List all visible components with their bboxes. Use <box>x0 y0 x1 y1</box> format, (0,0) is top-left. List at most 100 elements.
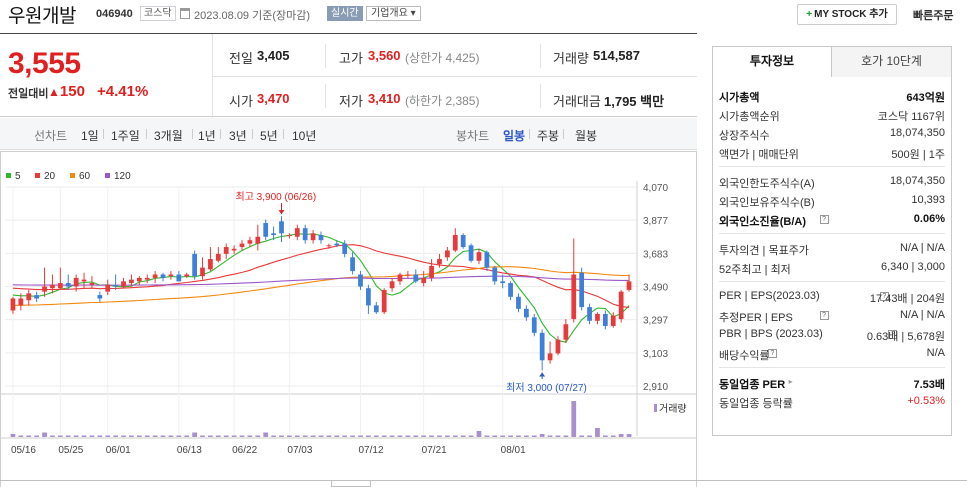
info-row-value: 7.53배 <box>913 379 945 391</box>
help-icon[interactable]: ? <box>768 349 777 358</box>
candle-body <box>176 274 182 282</box>
volume-bar <box>18 435 24 437</box>
volume-bar <box>508 435 513 437</box>
volume-bar <box>445 435 450 437</box>
volume-bar <box>460 435 466 437</box>
candle-chart-label: 봉차트 <box>456 129 490 143</box>
info-row-label: 상장주식수 <box>719 130 770 142</box>
volume-legend-swatch <box>654 404 657 412</box>
high-value: 3,560 <box>368 48 401 63</box>
period-5y[interactable]: 5년 <box>260 129 278 143</box>
volume-bar <box>626 434 632 437</box>
candle-body <box>152 274 158 278</box>
volume-bar <box>381 435 387 437</box>
price-chart[interactable]: 5 20 60 120 4,070 3,877 3,683 3,490 3,297 3,103 2,… <box>0 151 697 487</box>
x-tick-label: 06/22 <box>232 445 257 456</box>
line-chart-label: 선차트 <box>34 129 68 143</box>
upper-limit: (상한가 4,425) <box>405 51 480 65</box>
info-row: 외국인한도주식수(A) 18,074,350 <box>719 173 945 191</box>
candle-body <box>429 265 434 278</box>
candle-body <box>381 289 387 313</box>
candle-body <box>350 257 355 272</box>
info-row-value: 18,074,350 <box>889 127 945 139</box>
candle-body <box>468 245 474 261</box>
volume-bar <box>255 435 261 437</box>
candle-body <box>452 235 458 251</box>
volume-bar <box>152 435 158 437</box>
tab-investment-info[interactable]: 투자정보 <box>713 47 831 77</box>
x-tick-label: 05/16 <box>11 445 36 456</box>
info-row-label: 외국인한도주식수(A) <box>719 178 815 190</box>
quick-order-link[interactable]: 빠른주문 <box>913 10 954 22</box>
volume-bar <box>302 435 308 437</box>
high-label: 고가 <box>339 51 363 66</box>
candle-body <box>318 235 324 241</box>
period-1d[interactable]: 1일 <box>81 129 99 143</box>
volume-bar <box>231 435 237 437</box>
side-divider <box>719 233 945 234</box>
candle-body <box>200 267 205 277</box>
info-row: 액면가 | 매매단위 500원 | 1주 <box>719 144 945 162</box>
period-1w[interactable]: 1주일 <box>111 129 140 143</box>
x-tick-label: 06/01 <box>106 445 131 456</box>
volume-bar <box>121 435 126 437</box>
candle-body <box>81 279 87 282</box>
help-icon[interactable]: ? <box>819 311 829 320</box>
period-3m[interactable]: 3개월 <box>154 129 183 143</box>
candle-body <box>445 250 450 258</box>
info-row-label: 시가총액순위 <box>719 111 780 123</box>
volume-bar <box>516 435 521 437</box>
diff-percent: +4.41% <box>97 83 149 100</box>
volume-bar <box>437 435 442 437</box>
info-row-label: PER | EPS(2023.03) <box>719 290 820 302</box>
min-price-label: 최저 3,000 (07/27) <box>506 382 587 394</box>
x-tick-label: 07/03 <box>287 445 312 456</box>
volume-bar <box>192 432 197 437</box>
candle-body <box>579 272 585 308</box>
candle-body <box>342 243 348 254</box>
candle-body <box>18 298 24 306</box>
amount-value: 1,795 백만 <box>604 94 665 109</box>
company-info-dropdown[interactable]: 기업개요 ▾ <box>366 6 421 21</box>
candle-body <box>26 293 32 301</box>
y-tick-label: 3,490 <box>643 283 668 294</box>
candle-body <box>255 236 261 244</box>
period-3y[interactable]: 3년 <box>229 129 247 143</box>
volume-label: 거래량 <box>553 51 589 66</box>
realtime-button[interactable]: 실시간 <box>327 6 363 21</box>
stock-name: 우원개발 <box>8 6 76 27</box>
info-row: 52주최고 | 최저 6,340 | 3,000 <box>719 259 945 277</box>
volume-bar <box>602 435 608 437</box>
candle-body <box>610 315 616 326</box>
candle-body <box>144 277 150 280</box>
collapse-tab[interactable] <box>331 481 371 487</box>
candle-body <box>500 281 506 284</box>
volume-bar <box>34 435 40 437</box>
candle-body <box>571 274 577 320</box>
candle-monthly[interactable]: 월봉 <box>575 129 598 143</box>
candle-body <box>595 313 600 321</box>
candle-body <box>129 279 134 284</box>
candle-weekly[interactable]: 주봉 <box>537 129 560 143</box>
candle-body <box>389 281 395 289</box>
help-icon[interactable]: ? <box>819 215 829 224</box>
investment-info-panel: 투자정보 호가 10단계 시가총액 643억원 시가총액순위 코스닥 1167위 상장주… <box>712 46 952 436</box>
info-row-label: 동일업종 등락률 <box>719 398 793 410</box>
period-10y[interactable]: 10년 <box>292 129 317 143</box>
period-1y[interactable]: 1년 <box>198 129 216 143</box>
info-row: 시가총액 643억원 <box>719 87 945 105</box>
info-row-label: 동일업종 PER <box>719 379 786 391</box>
tab-order-book[interactable]: 호가 10단계 <box>831 47 951 77</box>
info-row-label: 액면가 | 매매단위 <box>719 149 799 161</box>
arrow-right-icon: ▸ <box>788 377 793 386</box>
volume-bar <box>334 435 340 437</box>
volume-bar <box>208 435 213 437</box>
help-icon[interactable]: ? <box>879 292 889 301</box>
my-stock-add-button[interactable]: + MY STOCK 추가 <box>797 4 897 25</box>
help-icon[interactable]: ? <box>888 330 898 339</box>
side-divider <box>719 281 945 282</box>
legend-label-5: 5 <box>15 171 21 182</box>
info-row: 외국인보유주식수(B) 10,393 <box>719 192 945 210</box>
candle-daily[interactable]: 일봉 <box>503 129 526 143</box>
volume-bar <box>294 435 300 437</box>
